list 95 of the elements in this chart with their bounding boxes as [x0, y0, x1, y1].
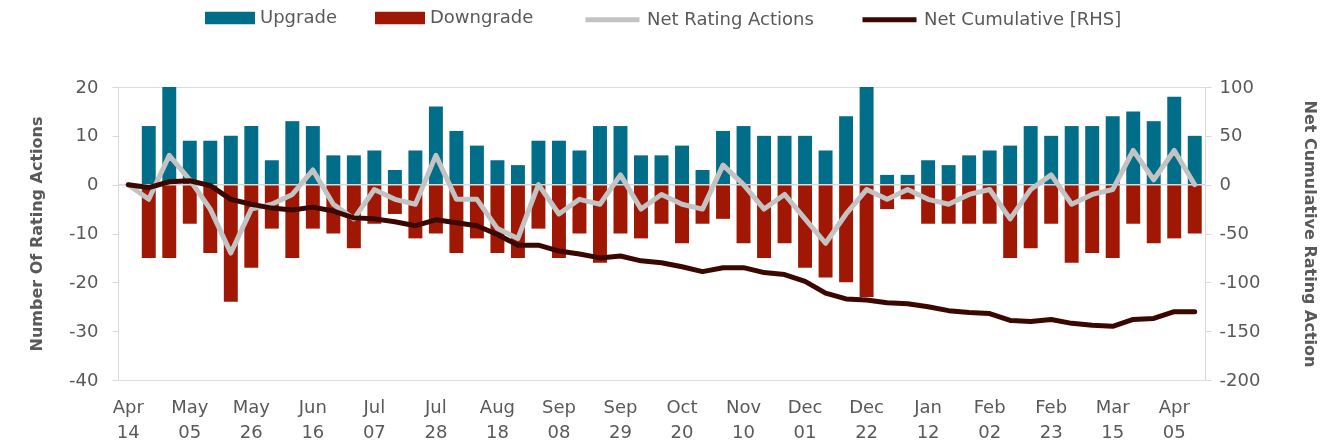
bar	[387, 170, 402, 185]
bar	[777, 135, 792, 185]
bar	[1167, 184, 1182, 239]
bar	[1064, 184, 1079, 263]
bar	[1187, 184, 1202, 234]
bar	[716, 184, 730, 219]
bar	[285, 121, 300, 185]
bar	[757, 135, 772, 185]
y2-tick-label: 50	[1219, 124, 1243, 146]
y2-tick-label: 0	[1219, 173, 1231, 195]
bar	[408, 150, 423, 185]
bar	[962, 155, 977, 185]
bar	[675, 184, 689, 244]
legend-label: Upgrade	[260, 6, 337, 27]
y-tick-label: 10	[75, 124, 99, 146]
x-tick-label: Dec 01	[787, 395, 823, 442]
bar	[1044, 184, 1059, 224]
bar	[593, 126, 607, 185]
bar	[162, 184, 177, 258]
x-tick-label: Jun 16	[297, 395, 327, 442]
x-tick-label: Sep 29	[603, 395, 638, 442]
y-axis-title: Number Of Rating Actions	[27, 116, 47, 352]
legend-label: Downgrade	[430, 6, 534, 27]
bar	[1085, 126, 1100, 185]
bar	[818, 184, 833, 278]
bar	[1085, 184, 1100, 254]
bar	[1105, 116, 1120, 185]
y2-tick-label: -200	[1219, 368, 1261, 390]
bar	[675, 145, 689, 185]
x-tick-label: Sep 08	[541, 395, 576, 442]
bar	[551, 140, 566, 185]
bar	[798, 135, 813, 185]
bar	[839, 184, 854, 283]
bar	[941, 165, 956, 185]
x-tick-label: Aug 18	[479, 395, 515, 442]
bar	[736, 184, 751, 244]
legend-label: Net Cumulative [RHS]	[924, 7, 1122, 29]
bar	[613, 184, 628, 234]
bar	[223, 135, 238, 185]
y-tick-label: -40	[69, 368, 99, 390]
bar	[264, 160, 279, 185]
y2-tick-label: -100	[1219, 270, 1261, 292]
bar	[859, 184, 874, 297]
x-tick-label: Feb 02	[973, 395, 1006, 442]
bar	[634, 155, 648, 185]
bar	[510, 165, 525, 185]
bar	[654, 155, 669, 185]
x-tick-label: Jan 12	[913, 395, 942, 442]
bar	[1003, 145, 1018, 185]
y-tick-label: 20	[75, 75, 99, 97]
x-tick-label: Feb 23	[1035, 395, 1068, 442]
bar	[182, 184, 197, 224]
bar	[921, 160, 936, 185]
bar	[1023, 126, 1038, 185]
bar	[141, 126, 156, 185]
bar	[1064, 126, 1079, 185]
bar	[798, 184, 813, 268]
y2-tick-label: -150	[1219, 319, 1261, 341]
x-tick-label: Jul 07	[362, 395, 386, 442]
bar	[531, 140, 546, 185]
bar	[449, 130, 464, 185]
bar	[839, 116, 854, 185]
bar	[736, 126, 751, 185]
bar	[1146, 184, 1161, 244]
x-tick-label: May 26	[232, 395, 271, 442]
y-tick-label: -20	[69, 270, 99, 292]
y-tick-label: -10	[69, 222, 99, 243]
x-tick-label: Oct 20	[666, 395, 698, 442]
x-tick-label: Jul 28	[424, 395, 448, 442]
x-tick-label: Nov 10	[725, 395, 762, 442]
bar	[346, 155, 361, 185]
y2-tick-label: -50	[1219, 222, 1249, 243]
x-tick-label: Mar 15	[1095, 395, 1131, 442]
bar	[490, 160, 505, 185]
y2-tick-label: 100	[1219, 75, 1254, 97]
bar	[859, 87, 874, 185]
x-tick-label: Apr 14	[112, 395, 145, 442]
bar	[203, 140, 218, 185]
bar	[982, 150, 997, 185]
bar	[572, 150, 587, 185]
y2-axis-title: Net Cumulative Rating Action	[1301, 100, 1321, 368]
bar	[1126, 184, 1141, 224]
bar	[818, 150, 833, 185]
bar	[469, 145, 484, 185]
bar	[326, 155, 341, 185]
bar	[367, 150, 382, 185]
y-tick-label: 0	[87, 173, 99, 195]
bar	[244, 126, 259, 185]
bar	[1105, 184, 1120, 258]
bar	[757, 184, 772, 258]
x-tick-label: Apr 05	[1158, 395, 1191, 442]
x-tick-label: May 05	[171, 395, 209, 442]
y-tick-label: -30	[69, 319, 99, 341]
legend-label: Net Rating Actions	[647, 7, 814, 29]
x-tick-label: Dec 22	[849, 395, 885, 442]
